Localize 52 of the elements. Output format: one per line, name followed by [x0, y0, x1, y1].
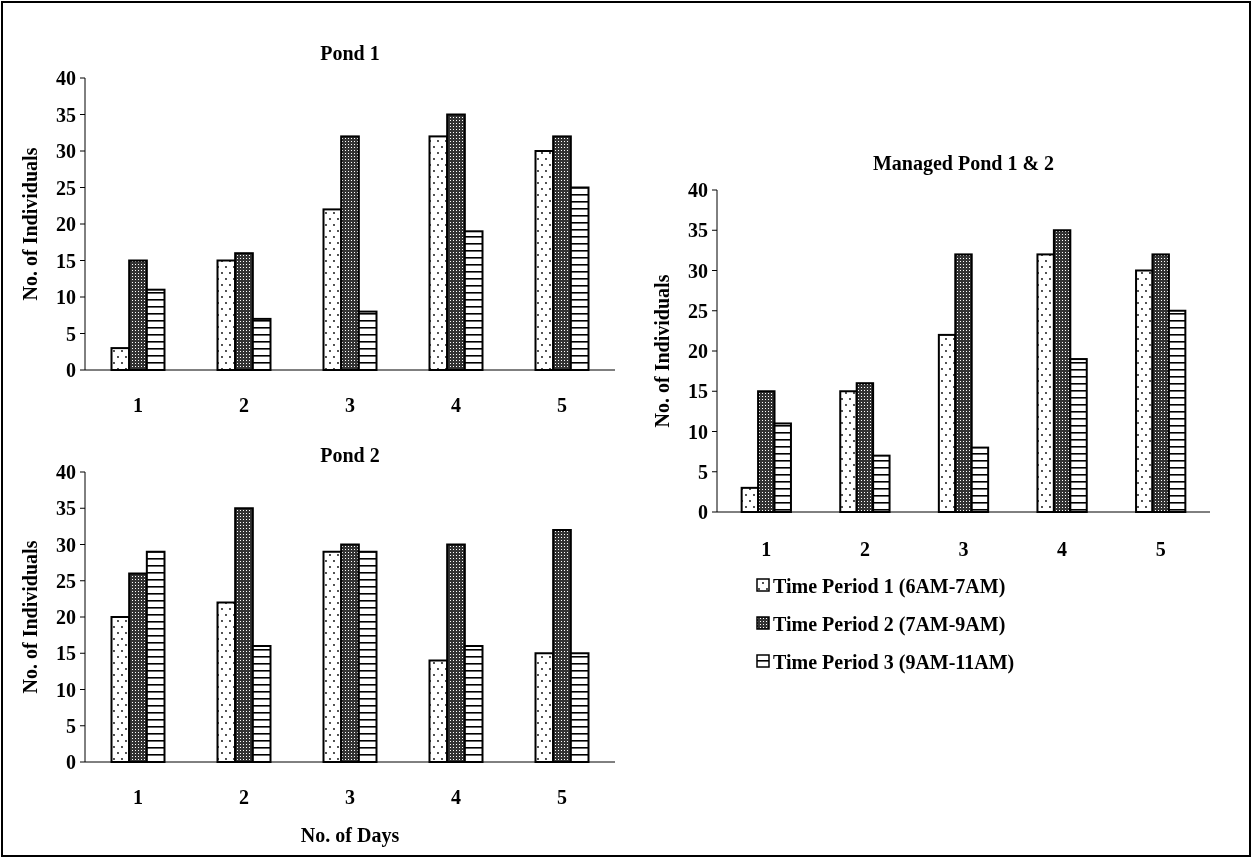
chart-title: Pond 2 — [320, 444, 380, 466]
y-tick-label: 5 — [698, 460, 708, 483]
x-axis-title: No. of Days — [300, 824, 400, 847]
legend-label: Time Period 1 (6AM-7AM) — [773, 575, 1006, 598]
y-tick-label: 0 — [66, 751, 76, 773]
y-tick-label: 35 — [56, 497, 76, 520]
x-tick-label: 5 — [1155, 538, 1166, 560]
y-tick-label: 0 — [698, 501, 708, 523]
y-tick-label: 30 — [56, 140, 76, 162]
y-tick-label: 0 — [66, 359, 76, 381]
x-tick-label: 1 — [761, 538, 772, 560]
y-tick-label: 35 — [688, 219, 708, 242]
y-tick-label: 15 — [688, 380, 708, 403]
y-tick-label: 10 — [688, 420, 708, 443]
y-tick-label: 15 — [56, 642, 76, 665]
x-tick-label: 2 — [859, 538, 870, 560]
chart-title: Managed Pond 1 & 2 — [872, 152, 1055, 175]
x-tick-label: 1 — [133, 394, 143, 416]
y-tick-label: 30 — [688, 259, 708, 282]
x-tick-label: 3 — [958, 538, 969, 560]
y-tick-label: 25 — [688, 299, 708, 322]
y-tick-label: 20 — [688, 340, 708, 362]
y-tick-label: 20 — [56, 213, 76, 235]
y-tick-label: 5 — [66, 714, 76, 737]
x-tick-label: 4 — [451, 786, 461, 808]
y-tick-label: 35 — [56, 103, 76, 126]
y-tick-label: 10 — [56, 678, 76, 701]
y-axis-title: No. of Individuals — [19, 147, 41, 301]
x-tick-label: 2 — [239, 786, 249, 808]
x-tick-label: 3 — [345, 394, 355, 416]
y-axis-title: No. of Individuals — [651, 274, 673, 428]
x-tick-label: 5 — [557, 394, 567, 416]
y-tick-label: 25 — [56, 176, 76, 199]
y-tick-label: 40 — [688, 179, 708, 201]
x-tick-label: 4 — [1057, 538, 1068, 560]
y-axis-title: No. of Individuals — [19, 540, 41, 694]
y-tick-label: 40 — [56, 67, 76, 89]
chart-title: Pond 1 — [320, 42, 380, 64]
y-tick-label: 5 — [66, 322, 76, 345]
y-tick-label: 20 — [56, 606, 76, 628]
y-tick-label: 25 — [56, 569, 76, 592]
x-tick-label: 3 — [345, 786, 355, 808]
y-tick-label: 40 — [56, 461, 76, 483]
y-tick-label: 30 — [56, 533, 76, 556]
x-tick-label: 4 — [451, 394, 461, 416]
y-tick-label: 10 — [56, 286, 76, 308]
legend-label: Time Period 2 (7AM-9AM) — [773, 613, 1006, 636]
x-tick-label: 1 — [133, 786, 143, 808]
x-tick-label: 2 — [239, 394, 249, 416]
legend-label: Time Period 3 (9AM-11AM) — [773, 651, 1015, 674]
x-tick-label: 5 — [557, 786, 567, 808]
y-tick-label: 15 — [56, 249, 76, 272]
